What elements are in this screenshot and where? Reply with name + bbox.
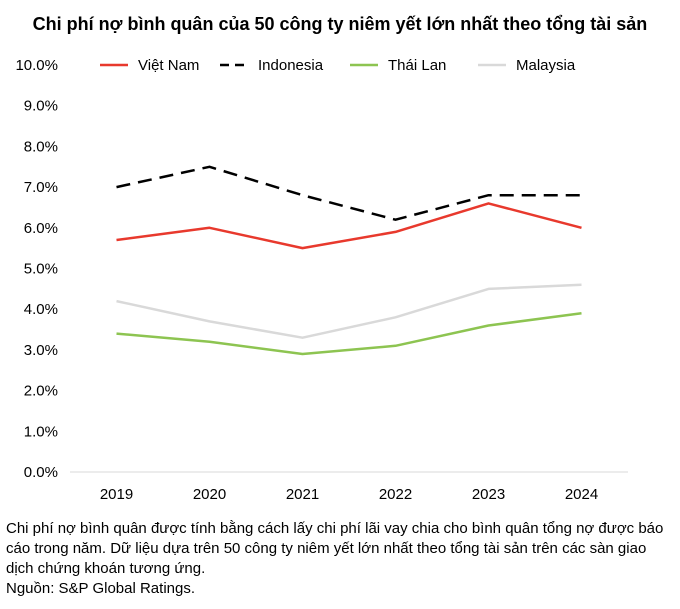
footnote-description: Chi phí nợ bình quân được tính bằng cách… (6, 520, 664, 577)
y-tick-label: 0.0% (24, 464, 58, 481)
y-tick-label: 2.0% (24, 383, 58, 400)
line-chart: 0.0% 1.0% 2.0% 3.0% 4.0% 5.0% 6.0% 7.0% 8.0% 9.0%… (15, 57, 628, 503)
x-tick-label: 2021 (286, 486, 319, 503)
y-tick-label: 8.0% (24, 138, 58, 155)
chart-title: Chi phí nợ bình quân của 50 công ty niêm… (32, 14, 648, 34)
series-line (116, 283, 582, 339)
y-tick-label: 6.0% (24, 220, 58, 237)
legend-label: Indonesia (258, 57, 324, 74)
y-tick-label: 3.0% (24, 342, 58, 359)
x-tick-label: 2023 (472, 486, 505, 503)
x-tick-label: 2019 (100, 486, 133, 503)
series-line (116, 165, 582, 221)
x-tick-label: 2022 (379, 486, 412, 503)
y-tick-label: 5.0% (24, 261, 58, 278)
x-tick-label: 2024 (565, 486, 598, 503)
legend-label: Việt Nam (138, 57, 199, 74)
legend-label: Malaysia (516, 57, 576, 74)
chart-footnote: Chi phí nợ bình quân được tính bằng cách… (6, 519, 676, 599)
x-tick-label: 2020 (193, 486, 226, 503)
y-tick-label: 1.0% (24, 423, 58, 440)
y-tick-label: 10.0% (15, 57, 58, 74)
series-line (116, 202, 582, 250)
footnote-source: Nguồn: S&P Global Ratings. (6, 580, 196, 597)
legend-label: Thái Lan (388, 57, 446, 74)
y-tick-label: 4.0% (24, 301, 58, 318)
series-line (116, 312, 582, 356)
y-tick-label: 7.0% (24, 179, 58, 196)
y-tick-label: 9.0% (24, 98, 58, 115)
